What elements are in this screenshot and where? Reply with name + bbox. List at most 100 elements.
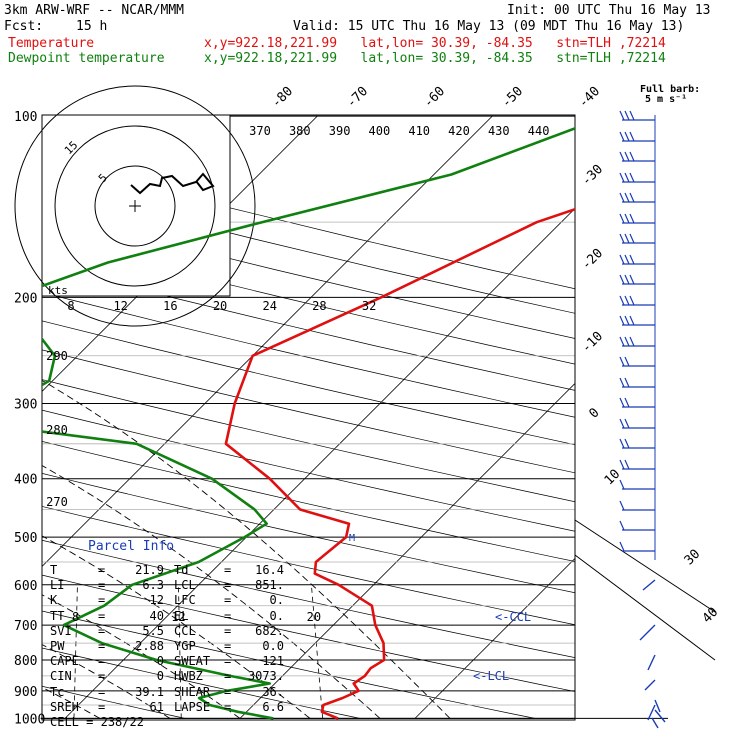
parcel-param-value: 0. (269, 593, 284, 608)
pressure-tick-label: 1000 (14, 712, 45, 727)
forecast-label: Fcst: (4, 19, 44, 34)
isotherm-extension-line (574, 519, 716, 613)
isotherm-line (414, 557, 575, 719)
parcel-param-value: 0. (269, 608, 284, 623)
wind-barb-icon (619, 541, 655, 552)
isotherm-line (239, 382, 575, 719)
parcel-equals: = (98, 654, 106, 669)
parcel-equals: = (224, 669, 232, 684)
dry-adiabat-line (0, 116, 10, 718)
wind-barb-icon (619, 377, 655, 388)
dewpoint-line (42, 126, 575, 720)
hodograph-ring (14, 85, 256, 327)
parcel-equals: = (224, 623, 232, 638)
parcel-param-label: LCL (174, 578, 196, 593)
theta-label: 430 (488, 124, 510, 138)
isotherm-label: -70 (344, 84, 371, 111)
parcel-param-label: SVI (50, 623, 72, 638)
isotherm-line (42, 115, 493, 567)
hodograph-ring (54, 125, 216, 287)
parcel-param-value: 5.5 (142, 623, 164, 638)
isotherm-label: -80 (269, 84, 296, 111)
parcel-param-value: 0 (156, 654, 164, 669)
parcel-param-label: Tc (50, 684, 65, 699)
mixing-ratio-line (310, 584, 324, 719)
parcel-param-label: SWEAT (174, 654, 211, 669)
parcel-equals: = (98, 699, 106, 714)
parcel-param-label: LI (50, 578, 65, 593)
pressure-tick-label: 100 (14, 110, 37, 125)
parcel-param-value: 2.88 (135, 639, 164, 653)
parcel-equals: = (224, 699, 232, 714)
isotherm-line (64, 207, 575, 719)
wind-barb-icon (619, 192, 655, 203)
barb-legend-label: Full barb: (640, 84, 700, 95)
parcel-equals: = (98, 593, 106, 608)
wind-barb-icon (619, 213, 655, 224)
parcel-param-label: SREH (50, 699, 79, 714)
isotherm-label: -20 (579, 246, 606, 273)
isotherm-label: 10 (602, 467, 624, 489)
model-title: 3km ARW-WRF -- NCAR/MMM (4, 3, 185, 18)
wind-barb-icon (619, 131, 655, 142)
mixing-ratio-line (178, 584, 182, 719)
pressure-tick-label: 800 (14, 654, 37, 669)
parcel-equals: = (98, 563, 106, 577)
parcel-param-label: HWBZ (174, 669, 203, 684)
moist-adiabat-line (42, 464, 381, 719)
parcel-param-value: 682. (255, 623, 284, 638)
parcel-param-label: CCL (174, 623, 196, 638)
parcel-info-title: Parcel Info (88, 539, 175, 554)
parcel-param-label: CAPE (50, 654, 79, 669)
parcel-equals: = (78, 715, 101, 729)
isotherm-label: 40 (700, 605, 722, 627)
parcel-param-label: EL (174, 608, 189, 623)
isotherm-extension-line (574, 554, 716, 661)
ccl-label: <-CCL (495, 610, 531, 624)
temperature-tick-label: 16 (163, 299, 177, 313)
temperature-tick-label: 28 (312, 299, 326, 313)
parcel-param-value: 121 (262, 654, 284, 669)
parcel-param-value: 40 (149, 608, 164, 623)
theta-label: 400 (369, 124, 391, 138)
parcel-param-value: 36. (262, 684, 284, 699)
wind-barb-icon (619, 336, 655, 347)
isotherm-label: -10 (579, 329, 606, 356)
parcel-cell-value: 238/22 (100, 715, 144, 729)
hodograph-unit: kts (48, 284, 68, 297)
parcel-param-value: 61 (149, 699, 164, 714)
moist-adiabat-line (42, 594, 241, 719)
moist-adiabat-line (42, 644, 171, 719)
pressure-tick-label: 200 (14, 291, 37, 306)
wind-barb-icon (619, 520, 655, 531)
legend-temperature: Temperature (8, 36, 95, 51)
parcel-equals: = (98, 578, 106, 593)
parcel-param-label: CIN (50, 669, 72, 684)
temperature-tick-label: 24 (262, 299, 276, 313)
wind-barb-icon (619, 418, 655, 429)
pressure-tick-label: 300 (14, 397, 37, 412)
parcel-param-label: T (50, 563, 58, 577)
theta-label: 280 (46, 423, 68, 437)
wind-barb-low-icon (639, 579, 666, 729)
hodograph-ring (94, 165, 176, 247)
parcel-equals: = (224, 639, 232, 653)
wind-barb-icon (619, 233, 655, 244)
mixing-ratio-label: 20 (307, 610, 321, 624)
isotherm-line (590, 116, 740, 718)
pressure-tick-label: 700 (14, 619, 37, 634)
theta-label: 420 (448, 124, 470, 138)
parcel-param-value: 21.9 (135, 563, 164, 577)
barb-legend-units: 5 m s⁻¹ (645, 94, 687, 105)
temperature-tick-label: 12 (113, 299, 127, 313)
parcel-param-label: TT (50, 608, 65, 623)
wind-barb-icon (619, 500, 655, 511)
parcel-param-value: 851. (255, 578, 284, 593)
hodograph-center-icon (129, 200, 141, 212)
forecast-hour: 15 h (76, 19, 108, 34)
init-time: Init: 00 UTC Thu 16 May 13 (507, 3, 711, 18)
wind-barb-icon (619, 438, 655, 449)
pressure-tick-label: 500 (14, 531, 37, 546)
mixing-ratio-line (73, 584, 78, 719)
mixing-ratio-label: 8 (72, 610, 79, 624)
